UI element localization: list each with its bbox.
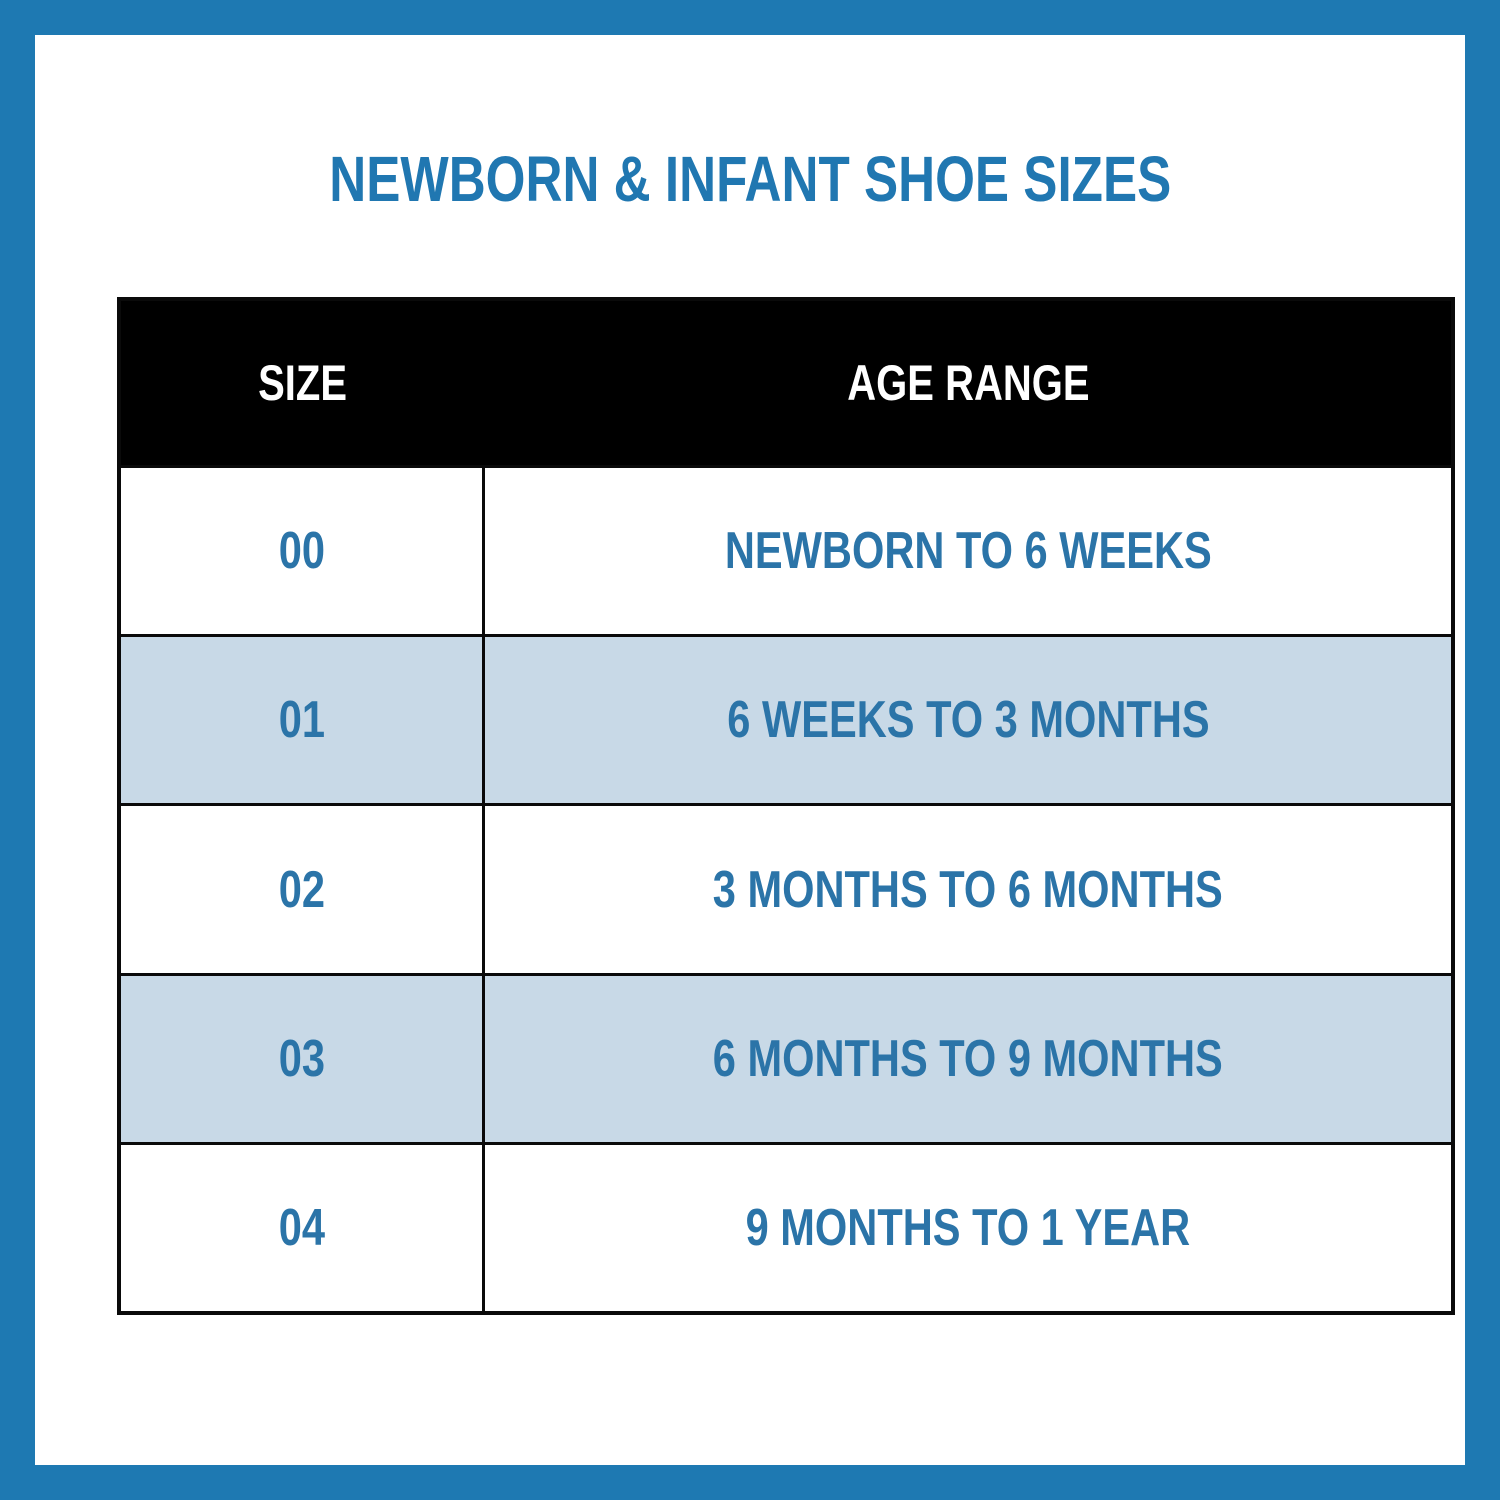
age-value: 3 MONTHS TO 6 MONTHS <box>712 860 1224 919</box>
size-cell: 00 <box>121 468 485 635</box>
table-row: 03 6 MONTHS TO 9 MONTHS <box>121 972 1451 1142</box>
age-cell: 9 MONTHS TO 1 YEAR <box>485 1145 1451 1311</box>
table-row: 01 6 WEEKS TO 3 MONTHS <box>121 634 1451 804</box>
header-age-label: AGE RANGE <box>846 355 1090 411</box>
header-size-label: SIZE <box>258 355 348 411</box>
header-size-cell: SIZE <box>121 354 485 412</box>
size-cell: 04 <box>121 1144 485 1312</box>
size-cell: 03 <box>121 975 485 1142</box>
size-value: 04 <box>278 1198 325 1257</box>
table-header: SIZE AGE RANGE <box>121 301 1451 465</box>
size-cell: 02 <box>121 806 485 973</box>
size-value: 02 <box>278 860 325 919</box>
size-cell: 01 <box>121 637 485 804</box>
header-age-cell: AGE RANGE <box>485 354 1451 412</box>
age-value: NEWBORN TO 6 WEEKS <box>724 522 1212 581</box>
page-title-text: NEWBORN & INFANT SHOE SIZES <box>329 143 1171 215</box>
table-row: 00 NEWBORN TO 6 WEEKS <box>121 465 1451 635</box>
size-value: 03 <box>278 1029 325 1088</box>
age-value: 9 MONTHS TO 1 YEAR <box>745 1198 1191 1257</box>
age-value: 6 MONTHS TO 9 MONTHS <box>712 1029 1224 1088</box>
page-title: NEWBORN & INFANT SHOE SIZES <box>35 147 1465 211</box>
age-cell: 3 MONTHS TO 6 MONTHS <box>485 806 1451 972</box>
age-cell: 6 WEEKS TO 3 MONTHS <box>485 637 1451 803</box>
size-value: 01 <box>278 691 325 750</box>
age-cell: 6 MONTHS TO 9 MONTHS <box>485 976 1451 1142</box>
size-table: SIZE AGE RANGE 00 NEWBORN TO 6 WEEKS 01 … <box>117 297 1455 1315</box>
size-value: 00 <box>278 522 325 581</box>
table-row: 04 9 MONTHS TO 1 YEAR <box>121 1141 1451 1312</box>
table-row: 02 3 MONTHS TO 6 MONTHS <box>121 803 1451 973</box>
table-body: 00 NEWBORN TO 6 WEEKS 01 6 WEEKS TO 3 MO… <box>121 465 1451 1312</box>
age-cell: NEWBORN TO 6 WEEKS <box>485 468 1451 634</box>
age-value: 6 WEEKS TO 3 MONTHS <box>726 691 1210 750</box>
